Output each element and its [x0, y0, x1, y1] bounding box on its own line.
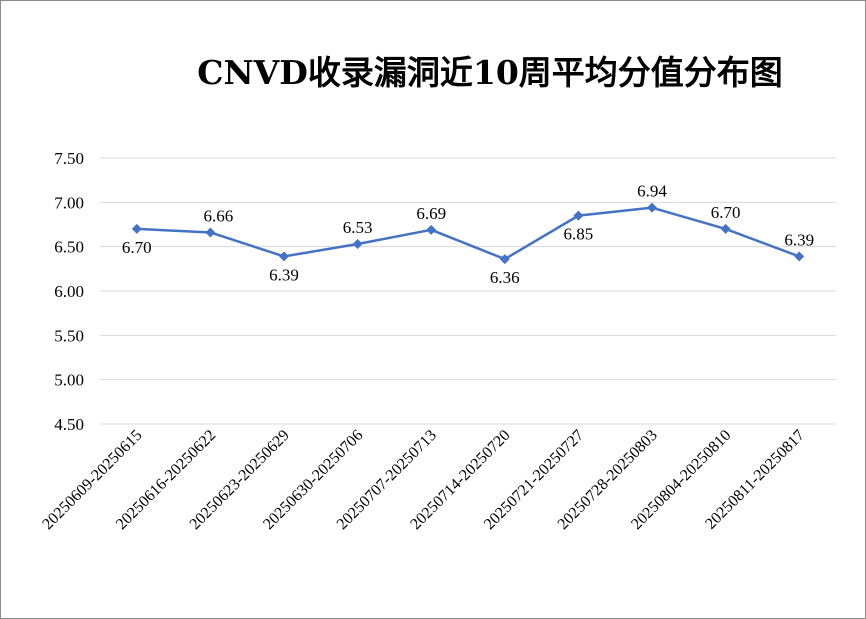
- chart-title: CNVD收录漏洞近10周平均分值分布图: [197, 53, 783, 92]
- data-point: [794, 251, 805, 262]
- y-tick-label: 5.00: [54, 371, 84, 390]
- data-label: 6.69: [416, 204, 446, 223]
- data-label: 6.85: [564, 225, 594, 244]
- y-tick-label: 6.00: [54, 282, 84, 301]
- data-label: 6.39: [269, 265, 299, 284]
- data-point: [279, 251, 289, 262]
- data-label: 6.66: [204, 206, 234, 225]
- data-point: [573, 210, 584, 221]
- y-tick-label: 7.00: [54, 193, 84, 212]
- data-label: 6.94: [637, 182, 667, 201]
- data-point: [647, 202, 657, 213]
- y-tick-label: 5.50: [54, 326, 84, 345]
- data-point: [499, 254, 510, 265]
- series-line: [136, 206, 800, 261]
- data-point: [426, 224, 437, 235]
- y-tick-label: 4.50: [54, 415, 84, 434]
- data-label: 6.70: [711, 203, 741, 222]
- data-point: [131, 223, 142, 234]
- data-point: [205, 227, 216, 238]
- y-tick-label: 6.50: [54, 238, 84, 257]
- data-point: [720, 223, 731, 234]
- y-tick-label: 7.50: [54, 149, 84, 168]
- data-label: 6.70: [122, 238, 152, 257]
- data-label: 6.39: [784, 230, 814, 249]
- data-point: [352, 239, 363, 250]
- data-label: 6.53: [343, 218, 373, 237]
- data-label: 6.36: [490, 268, 520, 287]
